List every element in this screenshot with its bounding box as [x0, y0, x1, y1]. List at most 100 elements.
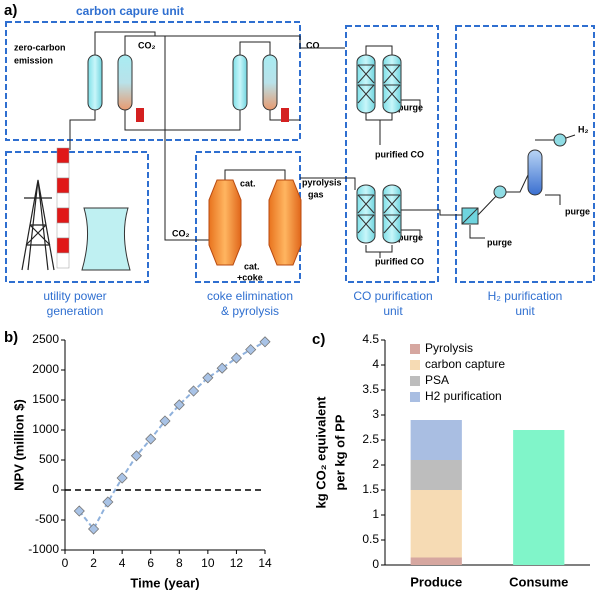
stream-label: purge	[487, 237, 512, 247]
pipe	[164, 36, 210, 241]
stream-label: cat.	[240, 178, 256, 188]
packing	[383, 84, 401, 104]
x-tick-label: 14	[258, 556, 272, 570]
y-tick-label: 3.5	[362, 382, 379, 396]
legend-label: Pyrolysis	[425, 341, 473, 355]
stream-label: purified CO	[375, 256, 424, 266]
heater	[493, 185, 507, 199]
pipe	[269, 110, 300, 121]
marker	[145, 433, 157, 445]
pipe	[392, 209, 462, 216]
packing	[357, 84, 375, 104]
stream-label: H₂	[578, 124, 589, 134]
stream-label: zero-carbon	[14, 42, 66, 52]
y-tick-label: 1	[372, 507, 379, 521]
y-tick-label: 1000	[32, 422, 59, 436]
legend-label: H2 purification	[425, 389, 502, 403]
column	[382, 184, 402, 244]
panel-label: c)	[312, 331, 325, 348]
unit-label: unit	[383, 304, 403, 318]
y-tick-label: -500	[35, 512, 59, 526]
chimney	[56, 207, 70, 224]
y-axis-label: kg CO₂ equivalent	[313, 396, 328, 509]
chimney	[56, 147, 70, 164]
y-tick-label: 2	[372, 457, 379, 471]
marker	[230, 352, 242, 364]
bar-segment	[513, 430, 565, 565]
x-tick-label: 8	[176, 556, 183, 570]
y-tick-label: 3	[372, 407, 379, 421]
column	[382, 54, 402, 114]
y-axis-label: NPV (million $)	[11, 399, 26, 491]
stream-label: +coke	[237, 272, 263, 282]
y-tick-label: 500	[39, 452, 59, 466]
chimney	[56, 177, 70, 194]
stream-label: purge	[398, 102, 423, 112]
marker	[173, 399, 185, 411]
column	[356, 184, 376, 244]
pump	[281, 108, 289, 122]
pylon	[21, 179, 55, 271]
unit-box	[455, 25, 595, 283]
x-tick-label: 4	[119, 556, 126, 570]
marker	[130, 450, 142, 462]
pipe	[124, 110, 241, 131]
x-tick-label: 2	[90, 556, 97, 570]
packing	[357, 214, 375, 234]
stream-label: purge	[565, 206, 590, 216]
bar-segment	[410, 420, 462, 460]
unit-label: generation	[47, 304, 104, 318]
unit-label: H₂ purification	[488, 289, 563, 303]
column	[527, 149, 543, 196]
legend-swatch	[410, 360, 420, 370]
stream-label: purge	[398, 232, 423, 242]
legend-swatch	[410, 376, 420, 386]
pump	[136, 108, 144, 122]
chimney	[56, 192, 70, 209]
pipe	[239, 41, 271, 55]
y-tick-label: 1500	[32, 392, 59, 406]
legend-swatch	[410, 344, 420, 354]
marker	[202, 372, 214, 384]
column	[117, 54, 133, 111]
stream-label: cat.	[244, 261, 260, 271]
marker	[245, 344, 257, 356]
y-tick-label: 2.5	[362, 432, 379, 446]
packing	[357, 194, 375, 214]
column	[87, 54, 103, 111]
unit-label: & pyrolysis	[221, 304, 279, 318]
marker	[73, 505, 85, 517]
bar-segment	[410, 490, 462, 558]
panel-label: a)	[4, 2, 17, 19]
unit-box	[5, 21, 301, 141]
legend-label: carbon capture	[425, 357, 505, 371]
stream-label: pyrolysis	[302, 177, 342, 187]
y-tick-label: 4	[372, 357, 379, 371]
marker	[88, 523, 100, 535]
pipe	[469, 225, 485, 239]
x-tick-label: 0	[62, 556, 69, 570]
chimney	[56, 237, 70, 254]
x-tick-label: 6	[147, 556, 154, 570]
panel-label: b)	[4, 329, 18, 346]
stream-label: CO	[306, 40, 320, 50]
bar-segment	[410, 460, 462, 490]
packing	[383, 214, 401, 234]
column	[356, 54, 376, 114]
chimney	[56, 162, 70, 179]
y-tick-label: 2500	[32, 332, 59, 346]
pipe	[124, 35, 345, 55]
reactor	[208, 179, 242, 266]
y-axis-label: per kg of PP	[332, 414, 347, 490]
x-tick-label: 10	[201, 556, 215, 570]
pipe	[477, 159, 536, 216]
stream-label: emission	[14, 55, 53, 65]
marker	[188, 385, 200, 397]
legend-swatch	[410, 392, 420, 402]
marker	[216, 362, 228, 374]
pipe	[94, 31, 156, 55]
y-tick-label: 0.5	[362, 532, 379, 546]
pipe	[545, 194, 561, 205]
heater	[553, 133, 567, 147]
chimney	[56, 222, 70, 239]
